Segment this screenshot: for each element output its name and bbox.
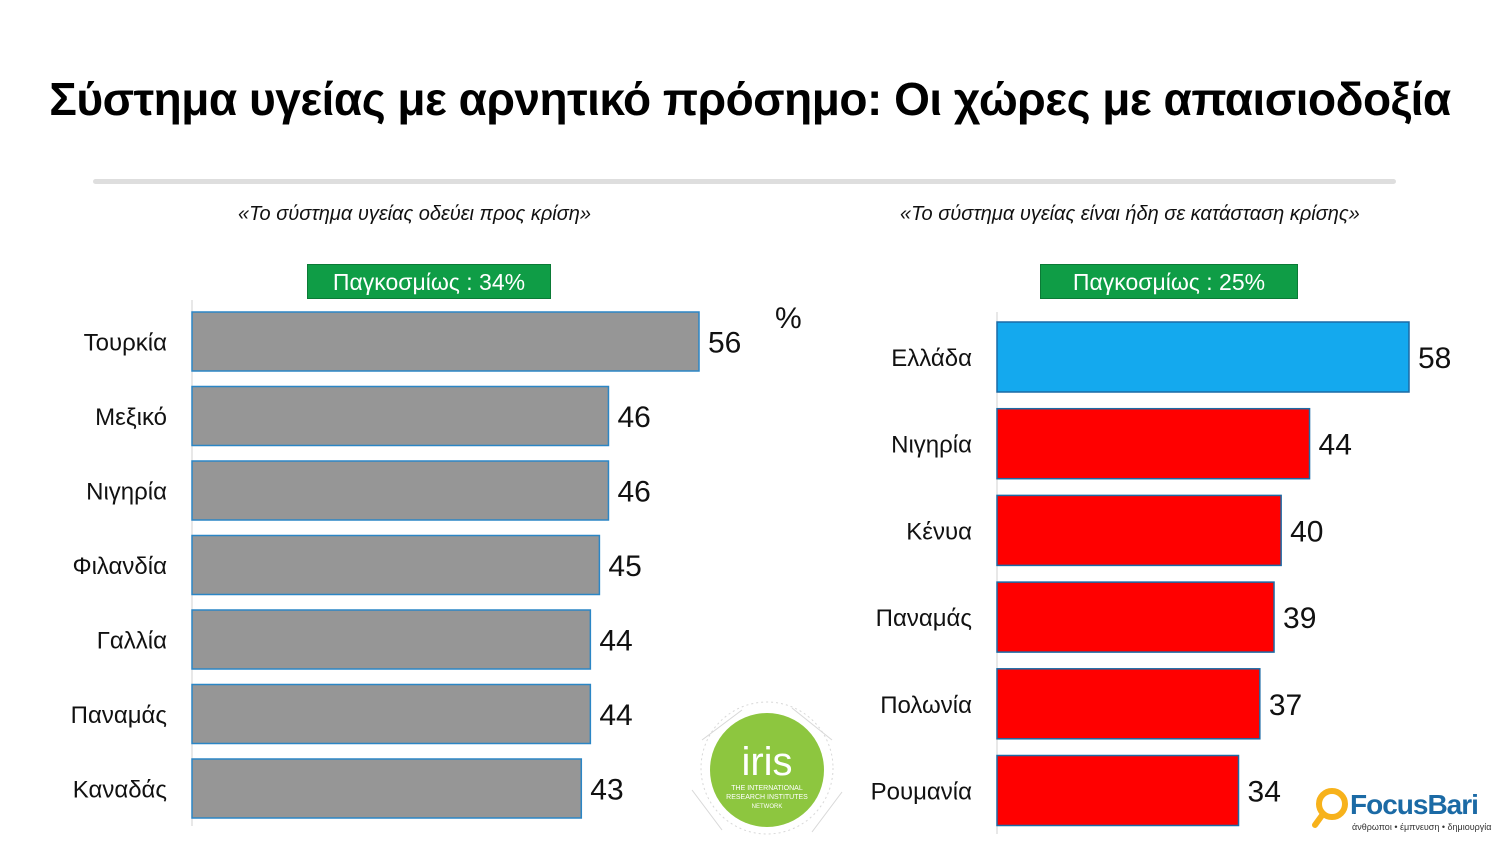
- value-label: 44: [1319, 429, 1352, 462]
- value-label: 56: [708, 327, 741, 360]
- network-pattern-icon: [691, 701, 843, 835]
- bar-1-0: [996, 321, 1410, 393]
- value-label: 46: [617, 476, 650, 509]
- magnifier-icon: [1312, 788, 1348, 828]
- right-global-badge: Παγκοσμίως : 25%: [1040, 264, 1298, 299]
- bar-0-2: [191, 460, 610, 521]
- percent-unit-label: %: [775, 302, 802, 335]
- value-label: 44: [599, 699, 632, 732]
- category-label: Μεξικό: [95, 404, 167, 431]
- value-label: 40: [1290, 515, 1323, 548]
- title-divider: [93, 179, 1396, 184]
- bar-0-3: [191, 534, 601, 596]
- category-label: Καναδάς: [73, 777, 167, 804]
- value-label: 58: [1418, 342, 1451, 375]
- value-label: 37: [1269, 689, 1302, 722]
- focusbari-wordmark: FocusBari: [1350, 789, 1479, 820]
- category-label: Φιλανδία: [72, 553, 167, 580]
- left-chart-subtitle: «Το σύστημα υγείας οδεύει προς κρίση»: [238, 203, 591, 225]
- category-label: Ρουμανία: [871, 779, 973, 806]
- bar-0-4: [191, 609, 592, 670]
- bar-0-5: [191, 683, 592, 745]
- category-label: Παναμάς: [876, 605, 972, 632]
- left-global-badge: Παγκοσμίως : 34%: [307, 264, 551, 299]
- left-bar-chart: Τουρκία 56 Μεξικό 46 Νιγηρία 46 Φιλανδία 45 Γαλλ…: [71, 300, 741, 826]
- iris-logo: iris THE INTERNATIONAL RESEARCH INSTITUT…: [691, 701, 843, 835]
- right-chart-subtitle: «Το σύστημα υγείας είναι ήδη σε κατάστασ…: [900, 203, 1360, 225]
- iris-tagline-3: NETWORK: [752, 804, 783, 810]
- value-label: 39: [1283, 602, 1316, 635]
- bar-1-3: [996, 581, 1275, 653]
- category-label: Κένυα: [906, 518, 972, 545]
- iris-circle-icon: [710, 713, 824, 827]
- category-label: Πολωνία: [880, 692, 972, 719]
- focusbari-logo: FocusBari άνθρωποι • έμπνευση • δημιουργ…: [1312, 785, 1491, 835]
- bar-1-5: [996, 754, 1240, 827]
- category-label: Νιγηρία: [86, 479, 167, 506]
- category-label: Τουρκία: [84, 330, 167, 357]
- focusbari-tagline: άνθρωποι • έμπνευση • δημιουργία: [1352, 822, 1492, 832]
- category-label: Ελλάδα: [891, 345, 972, 372]
- value-label: 43: [590, 774, 623, 807]
- bar-1-1: [996, 407, 1311, 480]
- bar-0-0: [191, 311, 700, 372]
- iris-tagline-1: THE INTERNATIONAL: [731, 785, 803, 792]
- category-label: Γαλλία: [97, 628, 167, 655]
- value-label: 34: [1248, 776, 1281, 809]
- bar-0-6: [191, 758, 583, 819]
- value-label: 46: [617, 401, 650, 434]
- category-label: Παναμάς: [71, 702, 167, 729]
- value-label: 44: [599, 625, 632, 658]
- category-label: Νιγηρία: [891, 432, 972, 459]
- bar-0-1: [191, 385, 610, 447]
- iris-tagline-2: RESEARCH INSTITUTES: [726, 794, 808, 801]
- bar-1-2: [996, 494, 1282, 567]
- iris-wordmark: iris: [741, 740, 792, 784]
- bar-1-4: [996, 668, 1261, 740]
- value-label: 45: [608, 550, 641, 583]
- page-title: Σύστημα υγείας με αρνητικό πρόσημο: Οι χ…: [49, 73, 1451, 125]
